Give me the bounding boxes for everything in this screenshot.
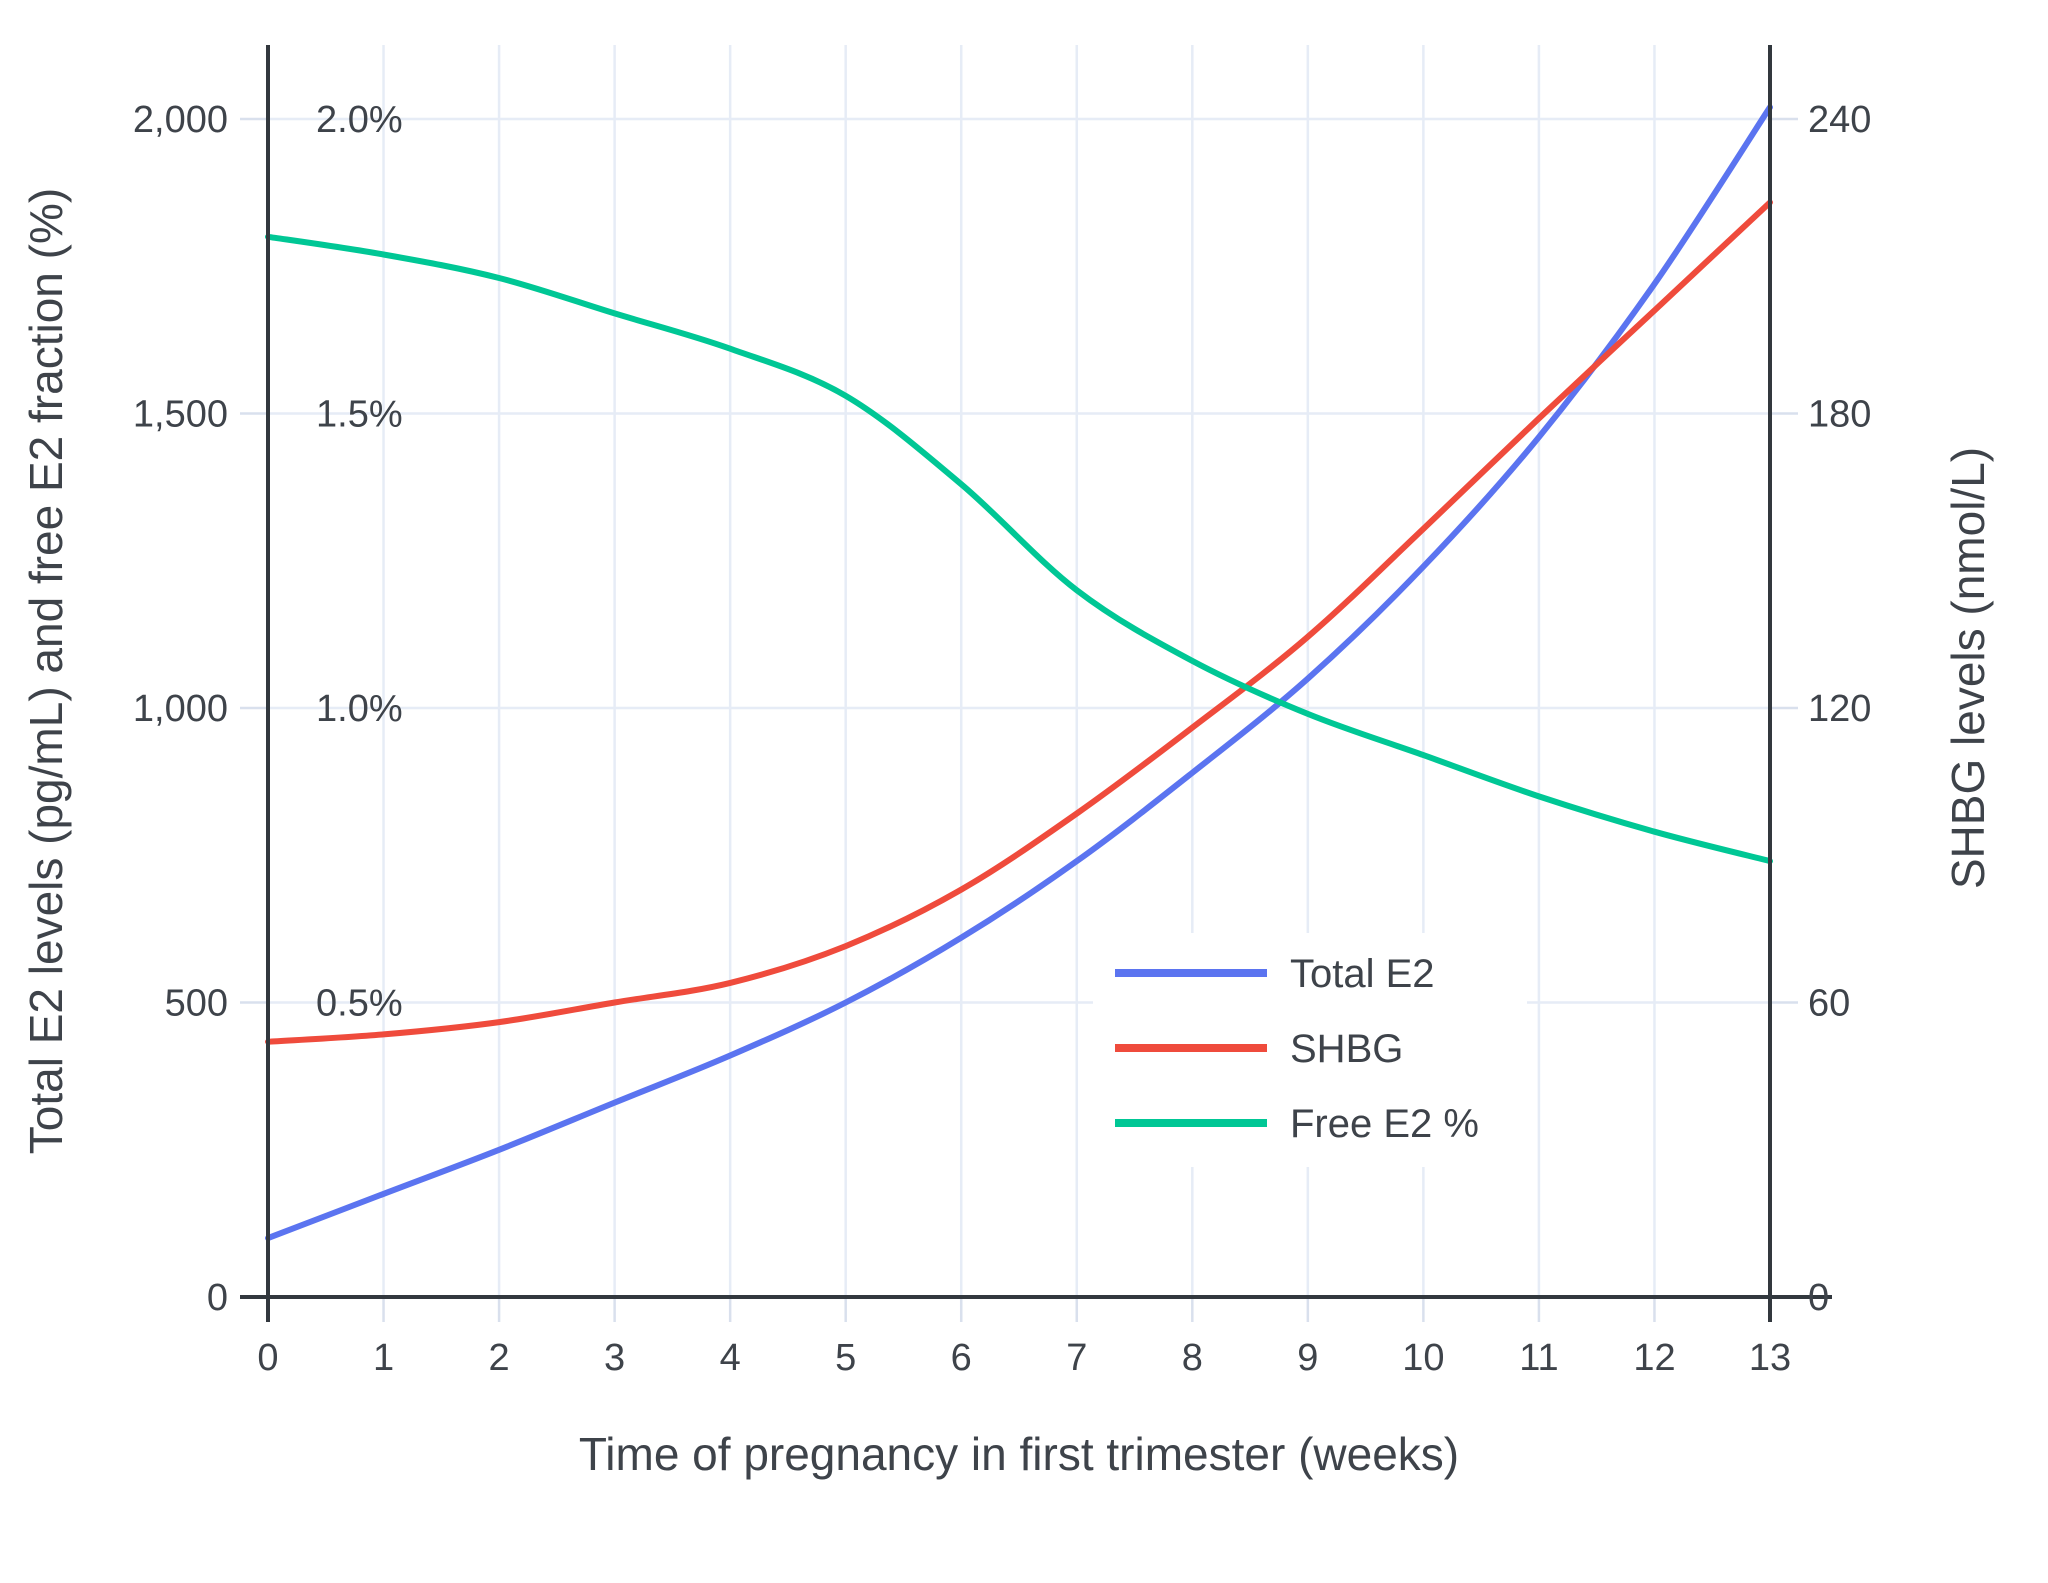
series-line-free-e2- xyxy=(265,233,1773,865)
percent-tick-label: 1.0% xyxy=(316,688,403,730)
series-layer xyxy=(265,104,1773,1242)
x-axis-tick-label: 2 xyxy=(489,1337,510,1379)
axes-layer xyxy=(240,45,1832,1322)
percent-tick-label: 1.5% xyxy=(316,394,403,436)
x-axis-tick-label: 10 xyxy=(1402,1337,1444,1379)
series-line-shbg xyxy=(265,199,1773,1045)
x-axis-tick-label: 12 xyxy=(1633,1337,1675,1379)
x-axis-tick-label: 4 xyxy=(720,1337,741,1379)
left-axis-tick-label: 500 xyxy=(165,983,228,1025)
series-line-total-e2 xyxy=(265,104,1773,1242)
left-axis-tick-label: 2,000 xyxy=(133,99,228,141)
left-axis-tick-label: 1,000 xyxy=(133,688,228,730)
legend-label: Total E2 xyxy=(1290,952,1435,996)
x-axis-tick-label: 8 xyxy=(1182,1337,1203,1379)
left-axis-tick-label: 0 xyxy=(207,1277,228,1319)
gridlines-layer xyxy=(240,45,1798,1322)
x-axis-tick-label: 3 xyxy=(604,1337,625,1379)
x-axis-title: Time of pregnancy in first trimester (we… xyxy=(579,1428,1459,1480)
x-axis-tick-label: 6 xyxy=(951,1337,972,1379)
right-axis-title: SHBG levels (nmol/L) xyxy=(1942,447,1994,889)
legend: Total E2 SHBG Free E2 % xyxy=(1093,933,1527,1167)
x-axis-tick-label: 13 xyxy=(1749,1337,1791,1379)
right-axis-tick-label: 180 xyxy=(1808,394,1871,436)
right-axis-tick-label: 120 xyxy=(1808,688,1871,730)
x-axis-tick-label: 0 xyxy=(257,1337,278,1379)
x-axis-tick-label: 11 xyxy=(1519,1337,1558,1379)
percent-tick-label: 0.5% xyxy=(316,983,403,1025)
x-axis-tick-label: 7 xyxy=(1066,1337,1087,1379)
legend-label: Free E2 % xyxy=(1290,1102,1479,1146)
right-axis-tick-label: 240 xyxy=(1808,99,1871,141)
legend-label: SHBG xyxy=(1290,1027,1403,1071)
left-axis-tick-label: 1,500 xyxy=(133,394,228,436)
x-axis-tick-label: 9 xyxy=(1297,1337,1318,1379)
percent-tick-label: 2.0% xyxy=(316,99,403,141)
x-axis-tick-label: 5 xyxy=(835,1337,856,1379)
legend-item-shbg[interactable]: SHBG xyxy=(1115,1027,1403,1071)
x-axis-tick-label: 1 xyxy=(373,1337,394,1379)
legend-item-total-e2[interactable]: Total E2 xyxy=(1115,952,1435,996)
legend-item-free-e2-[interactable]: Free E2 % xyxy=(1115,1102,1479,1146)
right-axis-tick-label: 60 xyxy=(1808,983,1850,1025)
tick-labels-layer: 05001,0001,5002,0000.5%1.0%1.5%2.0%06012… xyxy=(133,99,1872,1379)
right-axis-tick-label: 0 xyxy=(1808,1277,1829,1319)
left-axis-title: Total E2 levels (pg/mL) and free E2 frac… xyxy=(20,188,72,1154)
